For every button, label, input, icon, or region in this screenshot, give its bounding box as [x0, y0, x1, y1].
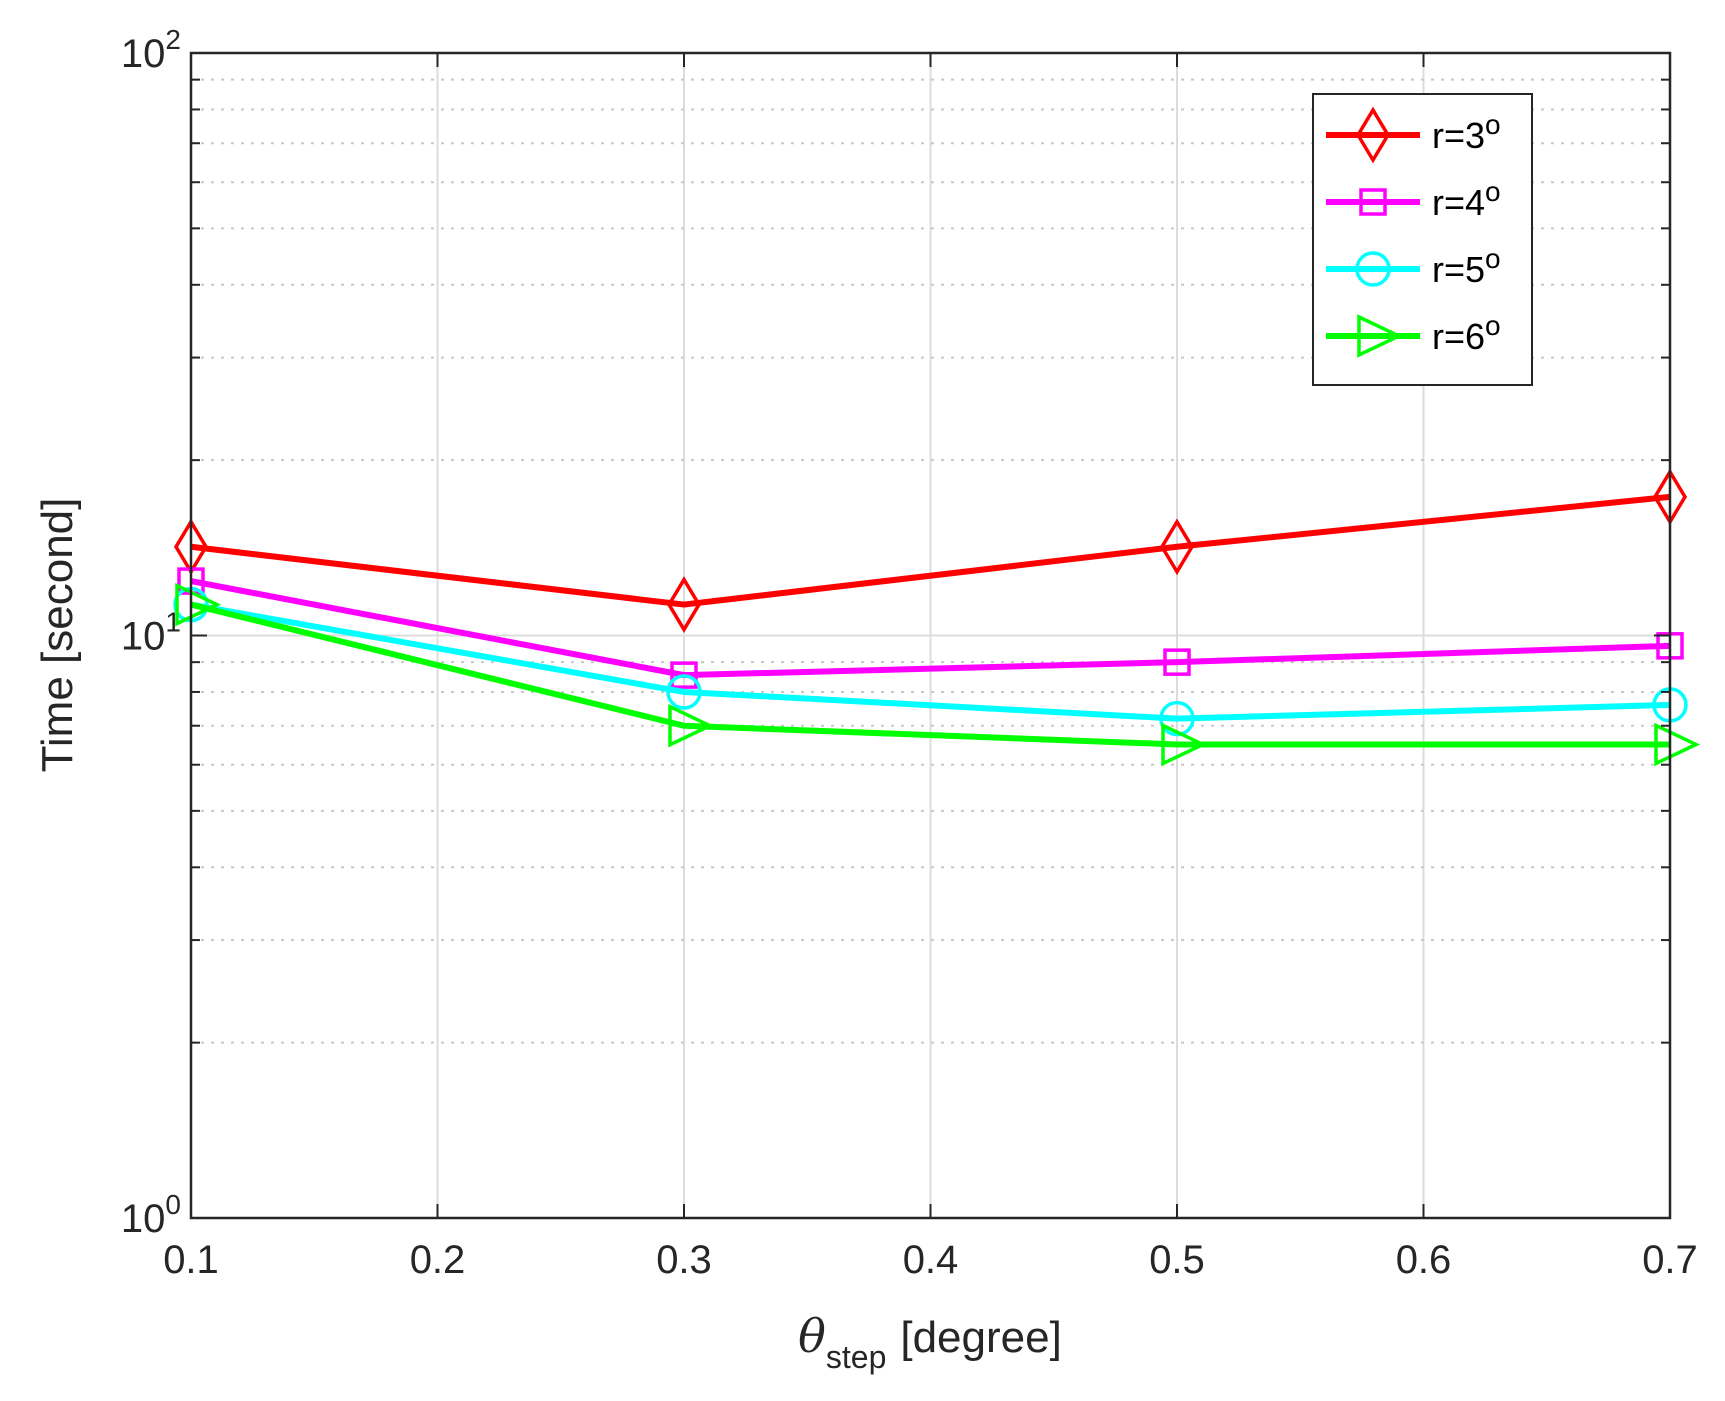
legend-label-superscript: o	[1485, 176, 1501, 207]
y-tick-label: 101	[121, 607, 181, 659]
y-tick-label-base: 10	[121, 1197, 166, 1241]
data-point-marker	[1159, 518, 1195, 576]
x-tick-label: 0.6	[1396, 1238, 1452, 1282]
legend-marker	[1355, 106, 1391, 164]
legend-label-superscript: o	[1485, 109, 1501, 140]
y-axis-label: Time [second]	[33, 498, 82, 773]
legend-label: r=4o	[1432, 176, 1501, 223]
series-line	[190, 601, 1671, 722]
legend-label-text: r=4	[1432, 182, 1485, 223]
y-tick-label: 102	[121, 24, 181, 76]
legend-label-superscript: o	[1485, 310, 1501, 341]
data-point-marker	[670, 661, 698, 689]
x-tick-label: 0.5	[1149, 1238, 1205, 1282]
legend-marker	[1357, 314, 1404, 358]
axis-ticks	[190, 52, 1671, 1219]
series-line	[190, 601, 1670, 748]
legend-marker	[1359, 188, 1387, 216]
legend-label: r=3o	[1432, 109, 1501, 156]
y-tick-label-exponent: 1	[165, 607, 181, 638]
legend-label-text: r=5	[1432, 249, 1485, 290]
x-axis-label: θstep [degree]	[798, 1309, 1062, 1375]
x-tick-label: 0.3	[656, 1238, 712, 1282]
x-tick-label: 0.4	[903, 1238, 959, 1282]
data-point-marker	[1654, 722, 1701, 767]
y-tick-label-exponent: 2	[165, 24, 181, 55]
legend-label-superscript: o	[1485, 243, 1501, 274]
x-tick-label: 0.7	[1642, 1238, 1698, 1282]
x-tick-label: 0.1	[163, 1238, 219, 1282]
data-point-marker	[666, 576, 702, 633]
data-point-marker	[666, 674, 702, 710]
x-tick-label: 0.2	[410, 1238, 466, 1282]
legend-label-text: r=3	[1432, 115, 1485, 156]
data-point-marker	[1163, 648, 1191, 676]
data-point-marker	[1159, 700, 1195, 737]
legend: r=3or=4or=5or=6o	[1312, 93, 1533, 386]
legend-label: r=6o	[1432, 310, 1501, 357]
y-tick-label: 100	[121, 1189, 181, 1241]
data-point-marker	[668, 703, 715, 748]
y-tick-label-base: 10	[121, 32, 166, 76]
data-point-marker	[175, 582, 222, 627]
y-tick-label-exponent: 0	[165, 1189, 181, 1220]
series-line	[190, 493, 1671, 608]
series-line	[190, 578, 1671, 679]
data-point-marker	[1161, 722, 1208, 767]
legend-marker	[1355, 251, 1391, 287]
legend-label-text: r=6	[1432, 316, 1485, 357]
y-tick-label-base: 10	[121, 615, 166, 659]
legend-label: r=5o	[1432, 243, 1501, 290]
